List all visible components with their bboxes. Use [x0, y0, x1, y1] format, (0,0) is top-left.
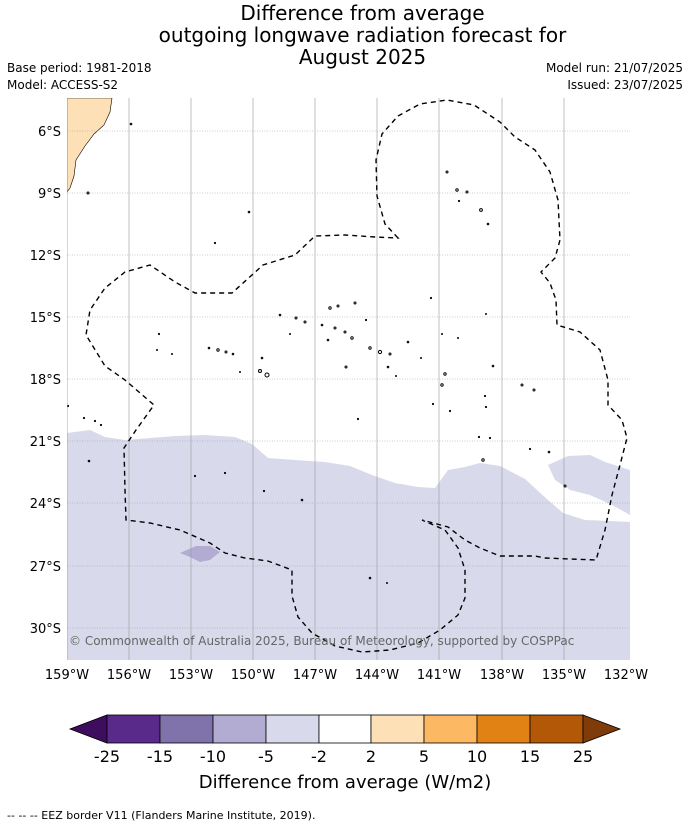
title-line-3: August 2025 — [298, 45, 427, 69]
lat-label: 9°S — [38, 187, 61, 202]
graticule — [67, 98, 630, 660]
eez-border — [85, 99, 628, 653]
lon-label: 135°W — [542, 668, 586, 683]
colorbar-tick: -15 — [147, 747, 173, 766]
lon-label: 147°W — [293, 668, 337, 683]
colorbar-ticks: -25 -15 -10 -5 -2 2 5 10 15 25 — [94, 747, 593, 766]
anomaly-region-negative — [67, 430, 630, 660]
colorbar-tick: -5 — [258, 747, 274, 766]
colorbar-bin — [212, 714, 267, 744]
lat-label: 12°S — [30, 249, 61, 264]
base-period-info: Base period: 1981-2018 Model: ACCESS-S2 — [7, 60, 152, 94]
lon-label: 132°W — [604, 668, 648, 683]
lat-label: 27°S — [30, 560, 61, 575]
islands — [67, 122, 567, 584]
colorbar-bin — [423, 714, 478, 744]
anomaly-region-east — [548, 455, 630, 515]
lon-label: 138°W — [480, 668, 524, 683]
title-line-1: Difference from average — [240, 1, 485, 25]
colorbar-bin — [265, 714, 320, 744]
lat-label: 21°S — [30, 435, 61, 450]
land-positive-anomaly — [67, 98, 113, 193]
lon-label: 153°W — [169, 668, 213, 683]
map-title: Difference from average outgoing longwav… — [0, 2, 690, 68]
colorbar-bin — [159, 714, 214, 744]
colorbar-bin — [476, 714, 531, 744]
lon-label: 159°W — [45, 668, 89, 683]
model-run-date: Model run: 21/07/2025 — [545, 61, 683, 75]
lat-labels: 6°S 9°S 12°S 15°S 18°S 21°S 24°S 27°S 30… — [30, 125, 61, 637]
colorbar-tick: -25 — [94, 747, 120, 766]
colorbar-tick: 2 — [366, 747, 376, 766]
issued-date: Issued: 23/07/2025 — [567, 78, 683, 92]
colorbar-tick: -10 — [200, 747, 226, 766]
lat-label: 18°S — [30, 373, 61, 388]
lon-label: 141°W — [417, 668, 461, 683]
colorbar-tick: -2 — [311, 747, 327, 766]
colorbar-bin — [318, 714, 372, 744]
lon-label: 156°W — [107, 668, 151, 683]
base-period: Base period: 1981-2018 — [7, 61, 152, 75]
lat-label: 6°S — [38, 125, 61, 140]
eez-legend-note: -- -- -- EEZ border V11 (Flanders Marine… — [7, 809, 316, 822]
model-name: Model: ACCESS-S2 — [7, 78, 119, 92]
model-run-info: Model run: 21/07/2025 Issued: 23/07/2025 — [546, 60, 683, 94]
colorbar-tick: 15 — [520, 747, 540, 766]
colorbar-tick: 25 — [573, 747, 593, 766]
colorbar-bin — [529, 714, 584, 744]
lat-label: 15°S — [30, 311, 61, 326]
lon-label: 150°W — [231, 668, 275, 683]
colorbar-extend-high — [582, 714, 622, 744]
colorbar-tick: 10 — [467, 747, 487, 766]
colorbar — [68, 714, 622, 744]
colorbar-tick: 5 — [419, 747, 429, 766]
title-line-2: outgoing longwave radiation forecast for — [158, 23, 567, 47]
lon-labels: 159°W 156°W 153°W 150°W 147°W 144°W 141°… — [45, 668, 648, 683]
colorbar-bin — [370, 714, 425, 744]
lat-label: 24°S — [30, 497, 61, 512]
copyright-notice: © Commonwealth of Australia 2025, Bureau… — [69, 634, 575, 648]
colorbar-bin — [106, 714, 161, 744]
anomaly-patch-darker — [180, 546, 220, 562]
lat-label: 30°S — [30, 622, 61, 637]
colorbar-title: Difference from average (W/m2) — [198, 772, 492, 793]
colorbar-extend-low — [68, 714, 108, 744]
lon-label: 144°W — [355, 668, 399, 683]
